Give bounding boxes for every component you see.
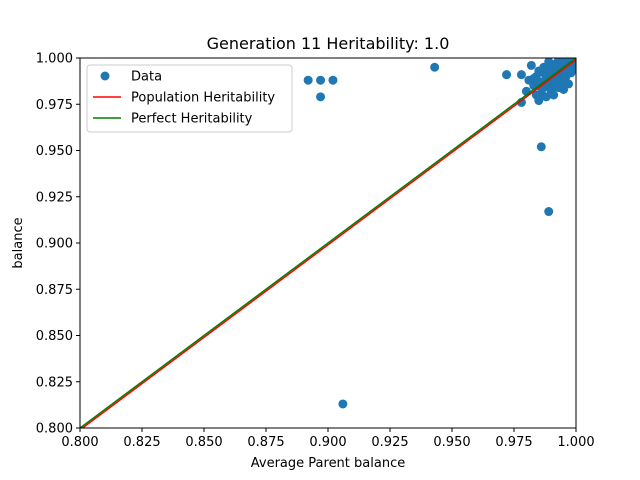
data-point-46	[531, 90, 541, 100]
x-tick-label: 0.950	[433, 435, 470, 450]
chart-title: Generation 11 Heritability: 1.0	[207, 34, 450, 53]
y-tick-label: 0.875	[36, 283, 73, 298]
x-tick-label: 0.975	[495, 435, 532, 450]
data-point-56	[556, 58, 566, 65]
y-tick-label: 0.825	[36, 375, 73, 390]
y-tick-label: 0.800	[36, 422, 73, 437]
y-tick-label: 0.850	[36, 329, 73, 344]
series-line-1	[81, 59, 576, 428]
data-point-50	[549, 90, 559, 100]
x-tick-label: 1.000	[557, 435, 594, 450]
data-point-1	[316, 75, 326, 85]
data-point-9	[536, 142, 546, 152]
legend-label-1: Population Heritability	[131, 91, 275, 106]
data-point-10	[544, 207, 554, 217]
y-tick-label: 0.950	[36, 144, 73, 159]
x-axis: 0.800 0.825 0.850 0.875 0.900 0.925 0.950 0.975…	[61, 428, 595, 450]
y-tick-label: 0.925	[36, 190, 73, 205]
x-tick-label: 0.875	[247, 435, 284, 450]
data-point-4	[430, 62, 440, 72]
legend-label-0: Data	[131, 70, 162, 85]
data-point-6	[502, 70, 512, 80]
series-line-2	[80, 58, 576, 428]
data-point-2	[328, 75, 338, 85]
legend-marker-0	[100, 71, 110, 81]
data-point-51	[554, 83, 564, 93]
y-axis-label: balance	[11, 217, 26, 268]
x-tick-label: 0.925	[371, 435, 408, 450]
legend-box	[86, 64, 293, 133]
x-tick-label: 0.900	[309, 435, 346, 450]
data-point-54	[544, 64, 554, 74]
x-tick-label: 0.850	[185, 435, 222, 450]
legend-label-2: Perfect Heritability	[131, 112, 253, 127]
data-point-3	[316, 92, 326, 102]
y-tick-label: 0.975	[36, 98, 73, 113]
y-tick-label: 0.900	[36, 237, 73, 252]
data-point-52	[559, 75, 569, 85]
x-tick-label: 0.825	[123, 435, 160, 450]
data-point-0	[303, 75, 313, 85]
plot-area	[80, 58, 576, 428]
x-axis-label: Average Parent balance	[251, 456, 405, 471]
y-tick-label: 1.000	[36, 52, 73, 67]
data-point-7	[516, 70, 526, 80]
legend: Data Population Heritability Perfect Herit…	[86, 64, 293, 133]
data-point-13	[526, 60, 536, 70]
data-point-5	[338, 399, 348, 409]
x-tick-label: 0.800	[61, 435, 98, 450]
y-axis: 0.800 0.825 0.850 0.875 0.900 0.925 0.950 0.975…	[36, 52, 80, 437]
